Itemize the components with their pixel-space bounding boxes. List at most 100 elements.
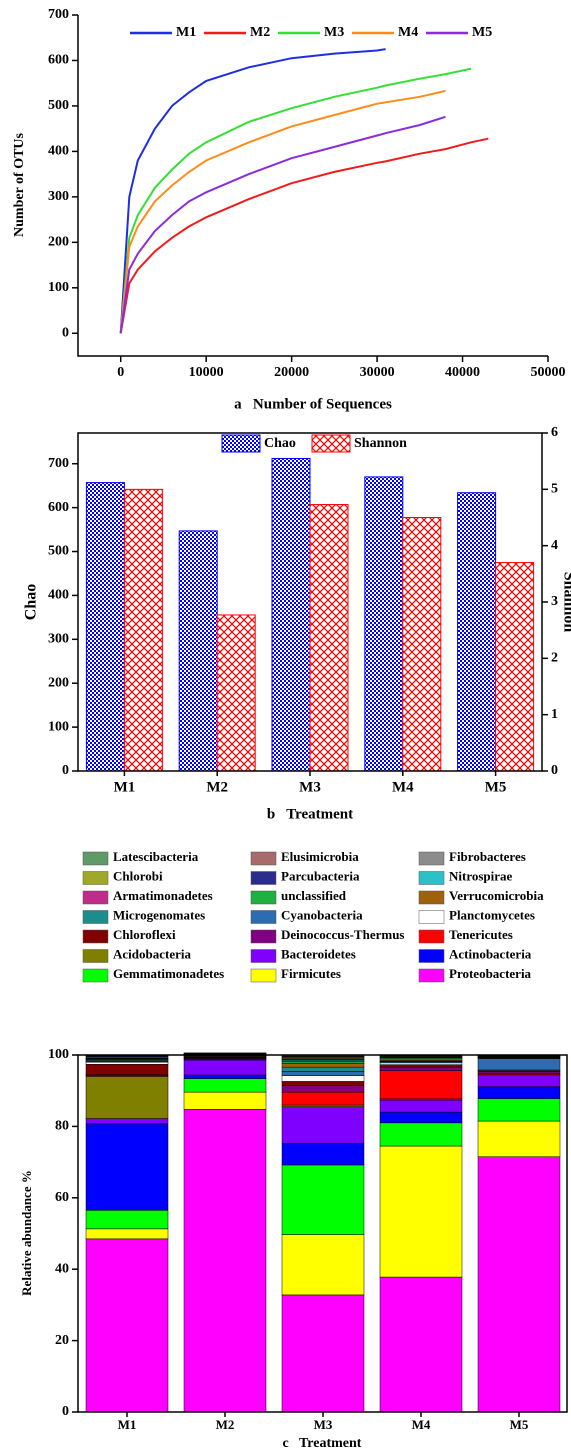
bar-segment	[379, 1057, 463, 1061]
bar-segment	[281, 1294, 365, 1413]
x-tick-label: 30000	[360, 365, 395, 380]
y-axis-label: Number of OTUs	[12, 132, 27, 237]
legend-label: Microgenomates	[113, 907, 205, 922]
y-tick-label: 0	[62, 325, 69, 340]
bar-segment	[477, 1098, 561, 1122]
legend-swatch	[250, 910, 277, 924]
legend-label: Deinococcus-Thermus	[281, 927, 405, 942]
legend-swatch	[250, 851, 277, 866]
legend-label: M3	[324, 25, 344, 40]
x-tick-label: M4	[412, 1417, 431, 1432]
legend-swatch	[82, 910, 109, 924]
legend-label: Shannon	[354, 436, 407, 451]
x-tick-label: M3	[314, 1417, 333, 1432]
y-tick-label: 6	[551, 425, 558, 440]
y-tick-label: 4	[551, 538, 558, 553]
series-line	[119, 115, 446, 334]
legend-label: Gemmatimonadetes	[113, 966, 224, 981]
legend-swatch	[82, 949, 109, 963]
y-tick-label: 700	[48, 7, 69, 22]
bar-segment	[183, 1074, 267, 1079]
legend-swatch	[418, 949, 445, 963]
bar-segment	[379, 1122, 463, 1147]
bar-segment	[379, 1111, 463, 1124]
legend-label: Latescibacteria	[113, 849, 199, 864]
x-tick-label: M4	[392, 779, 414, 795]
x-tick-label: M1	[118, 1417, 137, 1432]
bar-segment	[85, 1118, 169, 1125]
bar-segment	[85, 1076, 169, 1119]
legend-label: Cyanobacteria	[281, 907, 363, 922]
bar	[402, 517, 442, 772]
y-tick-label: 100	[48, 280, 69, 295]
legend-swatch	[221, 434, 261, 453]
legend-swatch	[82, 890, 109, 905]
bar	[364, 476, 404, 772]
y-tick-label: 3	[551, 594, 558, 609]
y-tick-label: 60	[55, 1190, 69, 1205]
legend-swatch	[82, 871, 109, 885]
bar-segment	[379, 1070, 463, 1100]
bar-segment	[85, 1064, 169, 1075]
bar	[271, 457, 311, 772]
y-tick-label: 600	[48, 53, 69, 68]
legend-swatch	[418, 968, 445, 983]
legend-label: Verrucomicrobia	[449, 888, 544, 903]
y-tick-label: 100	[48, 1047, 69, 1062]
legend-label: Proteobacteria	[449, 966, 532, 981]
bar-segment	[281, 1071, 365, 1076]
x-tick-label: M3	[299, 779, 321, 795]
legend-swatch	[82, 929, 109, 944]
series-line	[119, 89, 446, 334]
x-tick-label: 10000	[189, 365, 224, 380]
legend-label: M1	[176, 25, 196, 40]
bar-segment	[281, 1081, 365, 1086]
bar-segment	[85, 1210, 169, 1230]
legend-label: Chao	[264, 436, 296, 451]
bar-segment	[477, 1058, 561, 1071]
bar-segment	[281, 1085, 365, 1093]
legend-swatch	[418, 871, 445, 885]
legend-swatch	[250, 871, 277, 885]
bar-segment	[281, 1164, 365, 1235]
legend-label: Tenericutes	[449, 927, 513, 942]
plot-frame	[77, 1054, 568, 1413]
y-tick-label: 200	[48, 235, 69, 250]
series-line	[119, 137, 489, 334]
y-tick-label: 200	[48, 675, 69, 690]
axis-line	[77, 15, 548, 357]
bar-segment	[477, 1075, 561, 1088]
bar	[457, 492, 497, 772]
legend-swatch	[250, 890, 277, 905]
legend-swatch	[311, 434, 351, 453]
y-tick-label: 0	[551, 763, 558, 778]
y-tick-label: 300	[48, 189, 69, 204]
bar	[123, 488, 163, 772]
y-tick-label: 2	[551, 651, 558, 666]
bar-segment	[85, 1238, 169, 1413]
bar	[216, 614, 256, 772]
bar-segment	[281, 1061, 365, 1064]
bar-segment	[281, 1234, 365, 1296]
series-line	[119, 48, 386, 334]
y-tick-label: 500	[48, 98, 69, 113]
legend-swatch	[250, 949, 277, 963]
x-axis-label: a Number of Sequences	[234, 396, 392, 412]
bar-segment	[379, 1099, 463, 1113]
legend-label: Firmicutes	[281, 966, 341, 981]
x-tick-label: 50000	[531, 365, 566, 380]
bar-segment	[379, 1066, 463, 1071]
legend-label: Planctomycetes	[449, 907, 535, 922]
legend-swatch	[82, 968, 109, 983]
y-tick-label: 5	[551, 482, 558, 497]
x-tick-label: M2	[216, 1417, 235, 1432]
legend-label: unclassified	[281, 888, 347, 903]
bar-segment	[281, 1066, 365, 1072]
x-axis-label: c Treatment	[283, 1436, 362, 1451]
bar-segment	[85, 1228, 169, 1240]
legend-swatch	[418, 910, 445, 924]
legend-label: Acidobacteria	[113, 946, 191, 961]
legend-swatch	[418, 929, 445, 944]
legend-label: Chlorobi	[113, 868, 163, 883]
